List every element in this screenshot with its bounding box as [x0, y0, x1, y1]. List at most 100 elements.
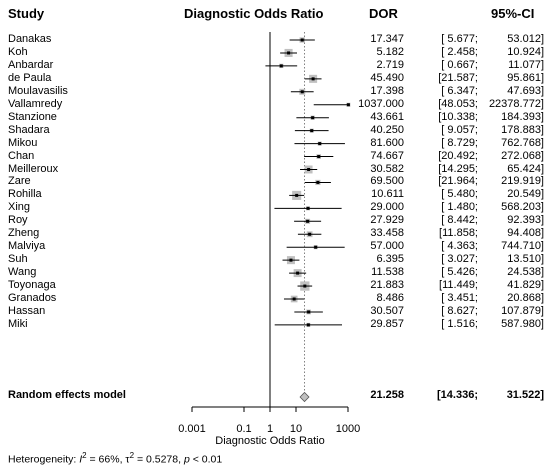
- study-dor: 57.000: [370, 240, 404, 253]
- study-ci-upper: 22378.772]: [488, 97, 544, 110]
- study-ci-lower: [ 2.458;: [441, 45, 478, 58]
- study-point: [289, 258, 293, 262]
- het-prefix: Heterogeneity:: [8, 453, 80, 466]
- study-dor: 8.486: [376, 292, 404, 304]
- study-ci-lower: [11.449;: [439, 279, 478, 292]
- study-dor: 43.661: [370, 110, 404, 123]
- study-dor: 45.490: [370, 71, 404, 84]
- study-name: de Paula: [8, 71, 52, 84]
- study-point: [296, 271, 300, 275]
- study-ci-lower: [ 1.516;: [441, 317, 478, 330]
- study-dor: 5.182: [376, 45, 404, 58]
- study-ci-lower: [21.964;: [438, 175, 478, 188]
- summary-dor: 21.258: [370, 389, 404, 401]
- study-ci-upper: 10.924]: [507, 45, 544, 58]
- study-ci-lower: [48.053;: [438, 97, 478, 110]
- study-ci-upper: 568.203]: [501, 201, 544, 214]
- het-p-label: p: [183, 453, 190, 466]
- study-dor: 21.883: [370, 279, 404, 292]
- study-name: Rohilla: [8, 188, 42, 201]
- study-ci-upper: 11.077]: [508, 58, 544, 71]
- study-point: [311, 116, 315, 120]
- study-ci-lower: [ 1.480;: [441, 201, 478, 214]
- study-dor: 6.395: [376, 253, 404, 266]
- study-point: [279, 64, 283, 68]
- x-tick-label: 1000: [335, 423, 361, 435]
- x-tick-label: 10: [289, 423, 303, 435]
- study-name: Shadara: [8, 123, 50, 136]
- summary-ci-lower: [14.336;: [437, 389, 478, 401]
- study-dor: 69.500: [370, 175, 404, 188]
- study-name: Stanzione: [8, 110, 57, 123]
- x-axis-label: Diagnostic Odds Ratio: [215, 435, 325, 447]
- study-ci-upper: 107.879]: [501, 304, 544, 317]
- study-ci-lower: [ 8.442;: [441, 214, 478, 227]
- study-ci-lower: [ 5.426;: [441, 266, 478, 279]
- study-name: Wang: [8, 266, 37, 279]
- header-dor: DOR: [369, 6, 398, 21]
- study-point: [311, 77, 315, 81]
- study-ci-upper: 24.538]: [507, 266, 544, 279]
- summary-ci-upper: 31.522]: [506, 389, 544, 401]
- study-dor: 81.600: [370, 136, 404, 149]
- study-name: Hassan: [8, 304, 46, 317]
- het-tau-label: τ: [125, 453, 130, 466]
- study-dor: 74.667: [370, 149, 404, 162]
- study-point: [307, 310, 311, 314]
- study-ci-upper: 20.549]: [507, 188, 544, 201]
- study-ci-upper: 587.980]: [501, 317, 544, 330]
- study-point: [300, 38, 304, 42]
- study-point: [295, 193, 299, 197]
- study-ci-lower: [21.587;: [438, 71, 478, 84]
- study-ci-lower: [11.858;: [439, 227, 478, 240]
- study-ci-upper: 744.710]: [501, 240, 544, 253]
- het-tau-value: = 0.5278,: [134, 453, 184, 466]
- study-ci-upper: 92.393]: [507, 214, 544, 227]
- study-dor: 11.538: [371, 266, 404, 279]
- study-name: Zare: [8, 175, 31, 188]
- study-dor: 1037.000: [358, 97, 404, 110]
- study-point: [306, 206, 310, 210]
- study-name: Anbardar: [8, 58, 54, 71]
- study-ci-lower: [10.338;: [438, 110, 478, 123]
- study-name: Toyonaga: [8, 279, 56, 292]
- study-ci-lower: [ 0.667;: [441, 58, 478, 71]
- study-name: Zheng: [8, 227, 40, 240]
- study-dor: 33.458: [370, 227, 404, 240]
- study-ci-upper: 53.012]: [507, 33, 544, 45]
- study-dor: 10.611: [371, 188, 404, 201]
- study-point: [306, 219, 310, 223]
- study-ci-lower: [ 3.451;: [441, 292, 478, 304]
- header-dor-title: Diagnostic Odds Ratio: [184, 6, 324, 21]
- summary-name: Random effects model: [8, 389, 126, 401]
- study-ci-upper: 65.424]: [507, 162, 544, 175]
- study-point: [310, 129, 314, 133]
- study-ci-upper: 13.510]: [507, 253, 544, 266]
- study-ci-upper: 95.861]: [507, 71, 544, 84]
- study-ci-lower: [ 4.363;: [441, 240, 478, 253]
- study-ci-upper: 47.693]: [507, 84, 544, 97]
- study-ci-upper: 762.768]: [501, 136, 544, 149]
- study-point: [287, 51, 291, 55]
- study-ci-lower: [ 3.027;: [441, 253, 478, 266]
- study-point: [318, 142, 322, 146]
- study-ci-lower: [ 8.627;: [441, 304, 478, 317]
- study-ci-lower: [ 9.057;: [441, 123, 478, 136]
- study-dor: 17.347: [370, 33, 404, 45]
- study-ci-lower: [14.295;: [438, 162, 478, 175]
- study-dor: 40.250: [370, 123, 404, 136]
- study-ci-upper: 94.408]: [507, 227, 544, 240]
- study-dor: 30.507: [370, 304, 404, 317]
- study-dor: 29.857: [370, 317, 404, 330]
- x-tick-label: 0.001: [178, 423, 206, 435]
- study-name: Roy: [8, 214, 28, 227]
- study-dor: 2.719: [376, 58, 404, 71]
- study-name: Chan: [8, 149, 35, 162]
- het-p-value: < 0.01: [189, 453, 223, 466]
- study-ci-lower: [ 6.347;: [441, 84, 478, 97]
- study-ci-upper: 20.868]: [507, 292, 544, 304]
- study-point: [300, 90, 304, 94]
- study-ci-lower: [ 5.480;: [441, 188, 478, 201]
- study-ci-upper: 41.829]: [507, 279, 544, 292]
